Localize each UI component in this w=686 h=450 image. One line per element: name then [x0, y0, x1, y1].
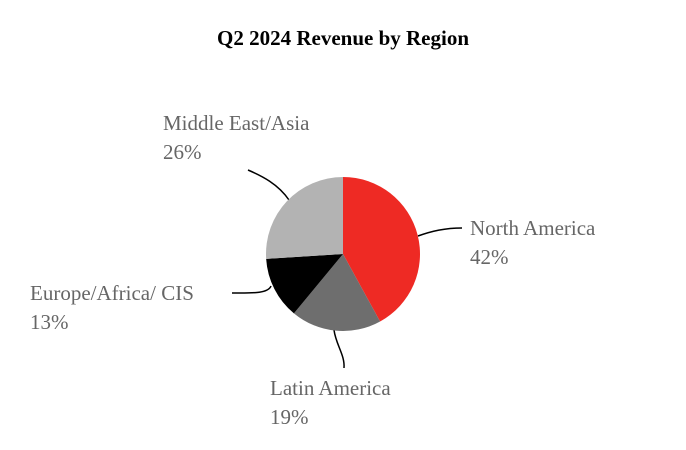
pie-slice — [343, 177, 420, 322]
chart-title: Q2 2024 Revenue by Region — [217, 26, 469, 50]
slice-label: Middle East/Asia — [163, 111, 310, 135]
slice-label: Latin America — [270, 376, 391, 400]
pie-slice — [266, 177, 343, 259]
leader-line — [333, 329, 345, 369]
pie-slice — [293, 254, 381, 331]
leader-line — [417, 227, 463, 237]
leader-line — [231, 285, 272, 294]
pie-slice — [266, 254, 343, 314]
slice-label: Europe/Africa/ CIS — [30, 281, 194, 305]
slice-value-label: 13% — [30, 310, 69, 334]
slice-value-label: 42% — [470, 245, 509, 269]
slice-value-label: 19% — [270, 405, 309, 429]
slice-value-label: 26% — [163, 140, 202, 164]
slice-label: North America — [470, 216, 596, 240]
leader-line — [247, 169, 290, 201]
